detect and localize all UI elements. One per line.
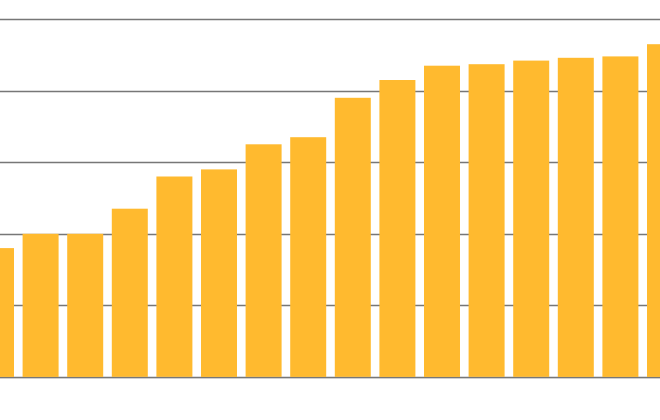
bars bbox=[0, 44, 660, 377]
bar-15 bbox=[602, 56, 639, 377]
bar-7 bbox=[245, 144, 282, 377]
bar-12 bbox=[468, 64, 505, 377]
bar-6 bbox=[201, 169, 237, 377]
bar-9 bbox=[334, 97, 371, 377]
bar-10 bbox=[379, 80, 416, 377]
bar-5 bbox=[156, 176, 193, 377]
gridlines bbox=[0, 18, 660, 379]
bar-1 bbox=[0, 248, 14, 377]
bar-16 bbox=[647, 44, 660, 377]
bar-4 bbox=[111, 208, 148, 377]
bar-2 bbox=[22, 233, 59, 377]
bar-11 bbox=[424, 65, 460, 377]
bar-3 bbox=[67, 233, 104, 377]
bar-14 bbox=[557, 57, 594, 377]
bar-13 bbox=[513, 60, 550, 377]
bar-8 bbox=[290, 137, 327, 377]
